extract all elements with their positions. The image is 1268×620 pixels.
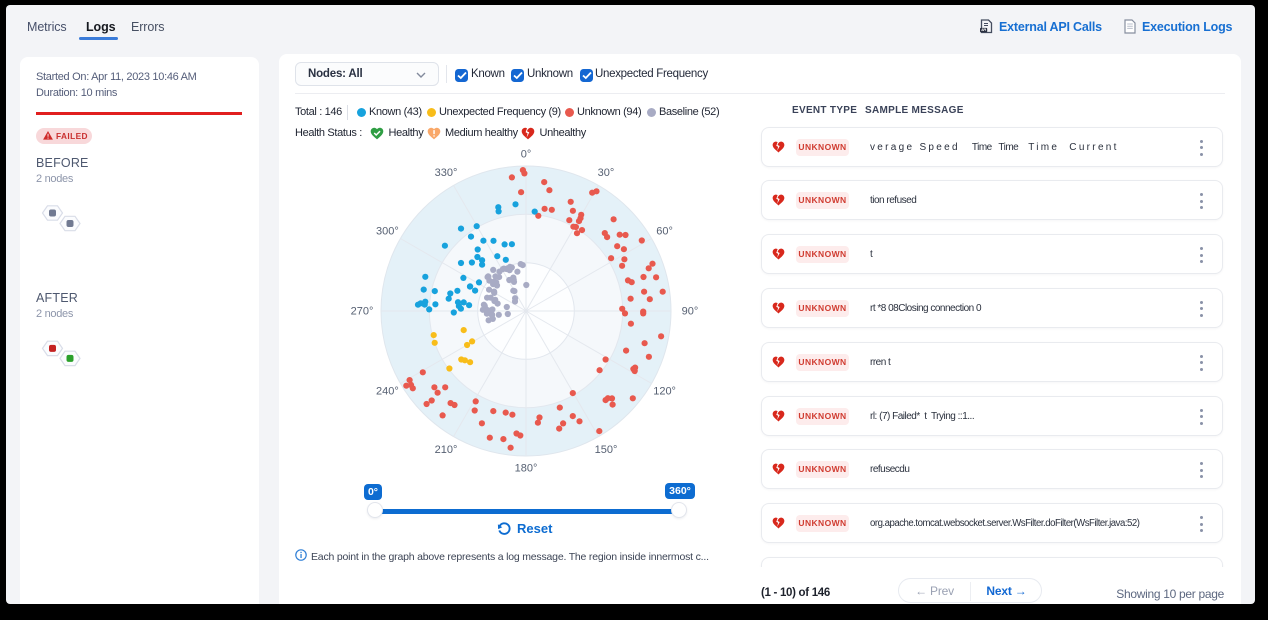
svg-text:180°: 180°: [515, 463, 538, 475]
svg-text:150°: 150°: [595, 444, 618, 456]
svg-text:240°: 240°: [376, 386, 399, 398]
svg-text:120°: 120°: [653, 386, 676, 398]
svg-text:0°: 0°: [521, 149, 532, 161]
svg-text:90°: 90°: [682, 306, 699, 318]
svg-text:330°: 330°: [435, 167, 458, 179]
svg-text:210°: 210°: [435, 444, 458, 456]
svg-text:60°: 60°: [656, 226, 673, 238]
svg-text:270°: 270°: [351, 306, 374, 318]
svg-text:30°: 30°: [598, 167, 615, 179]
svg-text:API: API: [981, 28, 986, 32]
svg-text:300°: 300°: [376, 226, 399, 238]
